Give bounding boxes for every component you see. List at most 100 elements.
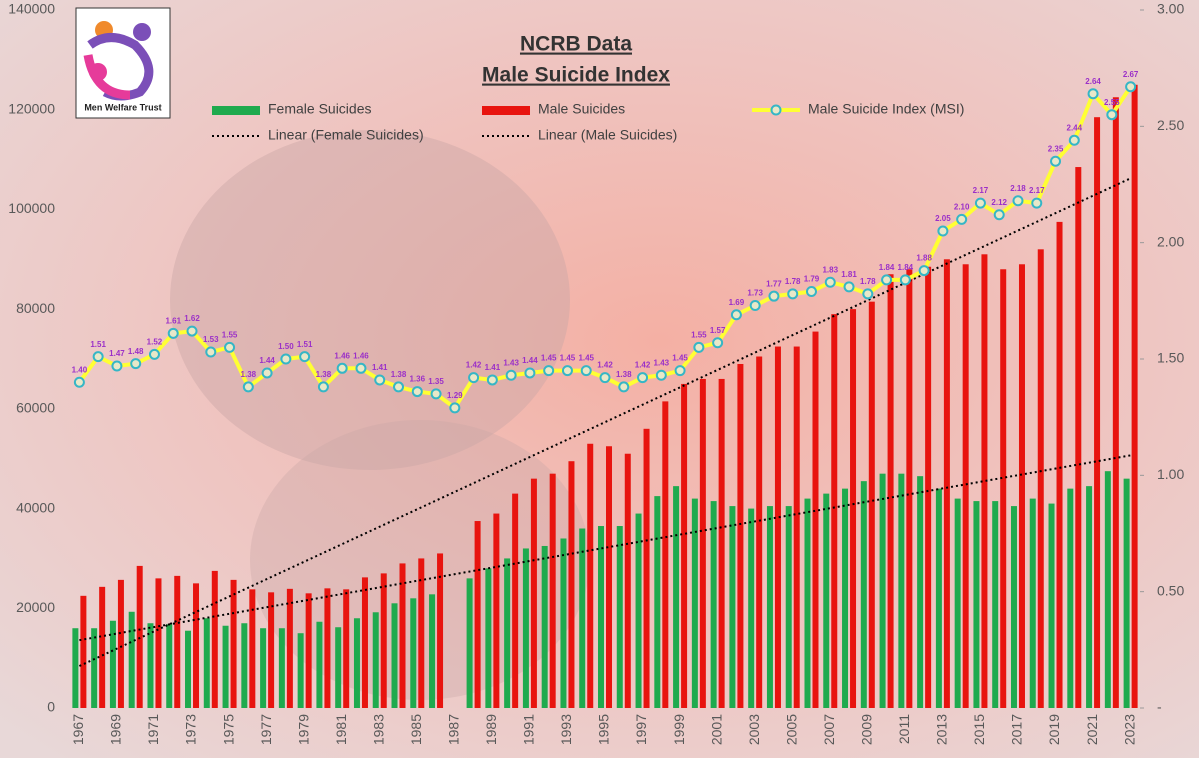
bar bbox=[504, 558, 511, 708]
bar bbox=[297, 633, 304, 708]
bar bbox=[193, 583, 200, 708]
x-tick-label: 1989 bbox=[483, 714, 499, 745]
value-label: 1.52 bbox=[147, 337, 163, 346]
marker bbox=[1106, 109, 1118, 121]
logo-text: Men Welfare Trust bbox=[84, 102, 161, 112]
marker bbox=[242, 381, 254, 393]
marker bbox=[205, 346, 217, 358]
value-label: 1.83 bbox=[822, 265, 838, 274]
value-label: 1.69 bbox=[729, 298, 745, 307]
value-label: 1.45 bbox=[672, 354, 688, 363]
marker bbox=[355, 362, 367, 374]
bar bbox=[906, 269, 913, 708]
bar bbox=[579, 528, 586, 708]
value-label: 1.88 bbox=[916, 254, 932, 263]
bar bbox=[868, 301, 875, 708]
value-label: 1.62 bbox=[184, 314, 200, 323]
value-label: 2.12 bbox=[991, 198, 1007, 207]
marker bbox=[918, 265, 930, 277]
bar bbox=[128, 611, 135, 708]
bar bbox=[493, 513, 500, 708]
bar bbox=[429, 594, 436, 708]
bar bbox=[260, 628, 267, 708]
value-label: 1.29 bbox=[447, 391, 463, 400]
marker bbox=[486, 374, 498, 386]
value-label: 2.55 bbox=[1104, 98, 1120, 107]
bar bbox=[748, 508, 755, 708]
value-label: 2.18 bbox=[1010, 184, 1026, 193]
x-tick-label: 2021 bbox=[1084, 714, 1100, 745]
value-label: 1.44 bbox=[522, 356, 538, 365]
legend-swatch bbox=[212, 106, 260, 115]
bar bbox=[935, 488, 942, 708]
marker bbox=[280, 353, 292, 365]
value-label: 1.81 bbox=[841, 270, 857, 279]
logo-icon bbox=[133, 23, 151, 41]
y-tick-label: 40000 bbox=[16, 499, 55, 515]
logo-icon bbox=[83, 54, 131, 100]
bar bbox=[109, 620, 116, 708]
x-tick-label: 2011 bbox=[896, 714, 912, 744]
value-label: 1.45 bbox=[578, 354, 594, 363]
value-label: 1.41 bbox=[485, 363, 501, 372]
x-tick-label: 2023 bbox=[1121, 714, 1137, 745]
bar bbox=[1048, 503, 1055, 708]
marker bbox=[130, 358, 142, 370]
x-tick-label: 1969 bbox=[108, 714, 124, 745]
bar bbox=[710, 501, 717, 708]
bar bbox=[860, 481, 867, 708]
value-label: 1.79 bbox=[804, 275, 820, 284]
y2-tick-label: 3.00 bbox=[1157, 1, 1184, 17]
logo: Men Welfare Trust bbox=[75, 7, 171, 119]
bar bbox=[343, 589, 350, 708]
value-label: 1.42 bbox=[466, 361, 482, 370]
value-label: 1.36 bbox=[409, 375, 425, 384]
bar bbox=[305, 593, 312, 708]
bar bbox=[549, 473, 556, 708]
bar bbox=[879, 473, 886, 708]
x-tick-label: 2017 bbox=[1009, 714, 1025, 745]
bar bbox=[1037, 249, 1044, 709]
x-tick-label: 1991 bbox=[521, 714, 537, 745]
bar bbox=[249, 589, 256, 708]
bar bbox=[729, 506, 736, 708]
bar bbox=[391, 603, 398, 708]
marker bbox=[261, 367, 273, 379]
marker bbox=[956, 213, 968, 225]
x-tick-label: 2005 bbox=[783, 714, 799, 745]
bar bbox=[699, 378, 706, 708]
bar bbox=[662, 401, 669, 708]
bar bbox=[522, 548, 529, 708]
bar bbox=[410, 598, 417, 708]
marker bbox=[693, 341, 705, 353]
bar bbox=[372, 612, 379, 708]
marker bbox=[862, 288, 874, 300]
x-tick-label: 2007 bbox=[821, 714, 837, 745]
bar bbox=[512, 493, 519, 708]
value-label: 2.64 bbox=[1085, 77, 1101, 86]
x-tick-label: 1979 bbox=[295, 714, 311, 745]
x-tick-label: 2003 bbox=[746, 714, 762, 745]
marker bbox=[1012, 195, 1024, 207]
value-label: 1.35 bbox=[428, 377, 444, 386]
x-tick-label: 1967 bbox=[70, 714, 86, 745]
marker bbox=[937, 225, 949, 237]
bar bbox=[981, 254, 988, 709]
x-tick-label: 1977 bbox=[258, 714, 274, 745]
marker bbox=[411, 386, 423, 398]
value-label: 1.46 bbox=[353, 351, 369, 360]
marker bbox=[505, 369, 517, 381]
bar bbox=[399, 563, 406, 708]
bar bbox=[691, 498, 698, 708]
bar bbox=[831, 314, 838, 708]
marker bbox=[881, 274, 893, 286]
marker bbox=[317, 381, 329, 393]
value-label: 1.43 bbox=[654, 358, 670, 367]
legend-label: Linear (Female Suicides) bbox=[268, 127, 424, 143]
value-label: 1.84 bbox=[898, 263, 914, 272]
marker bbox=[336, 362, 348, 374]
bar bbox=[718, 378, 725, 708]
bar bbox=[474, 521, 481, 708]
bar bbox=[1075, 167, 1082, 709]
